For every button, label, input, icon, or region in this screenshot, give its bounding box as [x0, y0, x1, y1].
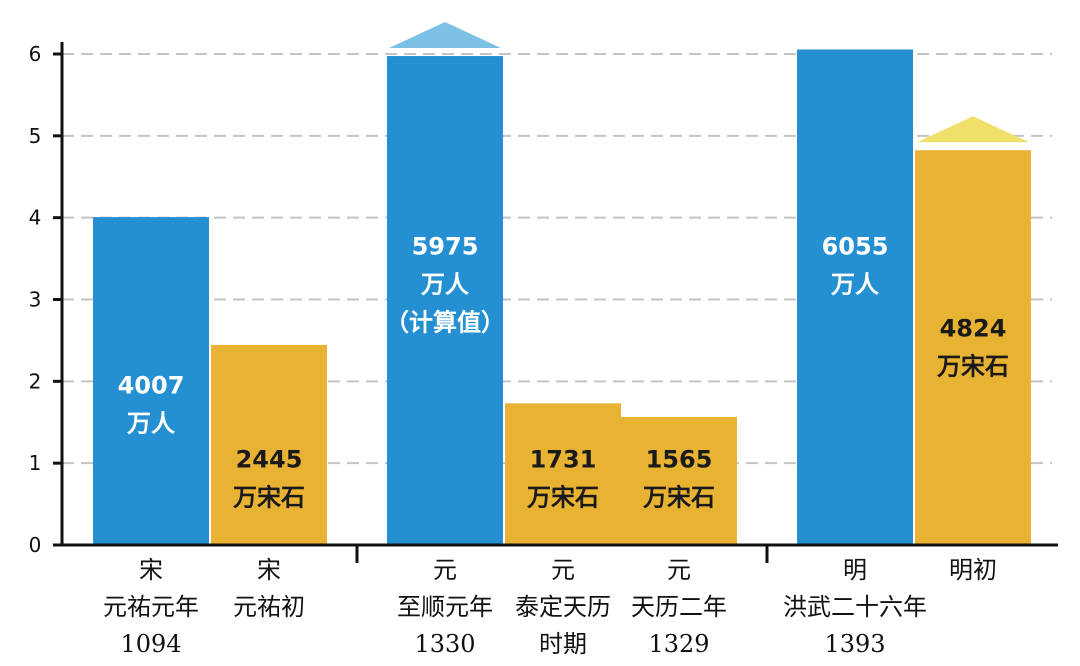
bar-value-label: 1565 [646, 445, 713, 473]
bar-grain [915, 150, 1031, 545]
bar-grain [211, 344, 327, 545]
x-category-label: 泰定天历 [515, 593, 611, 621]
y-tick-label: 0 [29, 533, 42, 557]
x-category-label: 元祐元年 [103, 593, 199, 621]
y-tick-label: 5 [29, 124, 42, 148]
x-category-label: 洪武二十六年 [783, 593, 927, 621]
y-tick-label: 3 [29, 288, 42, 312]
bar-value-label: 4007 [118, 372, 185, 400]
bar-value-label: 1731 [530, 445, 597, 473]
bar-value-label: 万宋石 [937, 352, 1009, 380]
bar-value-label: 万人 [831, 270, 879, 298]
x-category-label: 天历二年 [631, 593, 727, 621]
x-category-label: 明 [843, 556, 867, 584]
x-category-label: 元 [667, 556, 691, 584]
bar-value-label: 2445 [236, 445, 303, 473]
bar-value-label: 万人 [421, 270, 469, 298]
bar-population [387, 56, 503, 545]
x-category-label: 宋 [139, 556, 163, 584]
y-tick-label: 6 [29, 42, 42, 66]
bar-population [93, 217, 209, 546]
bar-value-label: 6055 [822, 232, 889, 260]
bar-grain [505, 403, 621, 545]
bar-value-label: 5975 [412, 232, 479, 260]
x-category-label: 1330 [414, 630, 475, 658]
bar-population [797, 49, 913, 545]
y-tick-label: 1 [29, 451, 42, 475]
bar-grain [621, 416, 737, 545]
y-tick-label: 4 [29, 206, 42, 230]
bar-value-label: 万宋石 [233, 483, 305, 511]
x-category-label: 元 [433, 556, 457, 584]
y-tick-label: 2 [29, 369, 42, 393]
bar-value-label: 4824 [940, 314, 1007, 342]
bar-value-label: 万宋石 [643, 483, 715, 511]
x-category-label: 至顺元年 [397, 593, 493, 621]
x-category-label: 明初 [949, 556, 997, 584]
bar-value-label: 万宋石 [527, 483, 599, 511]
x-category-label: 元 [551, 556, 575, 584]
bar-value-label: （计算值） [385, 308, 505, 336]
x-category-label: 元祐初 [233, 593, 305, 621]
increase-arrow-icon [389, 22, 501, 49]
x-category-label: 1329 [648, 630, 709, 658]
x-category-label: 1094 [120, 630, 181, 658]
bar-value-label: 万人 [127, 410, 175, 438]
x-category-label: 宋 [257, 556, 281, 584]
x-category-label: 1393 [824, 630, 885, 658]
x-category-label: 时期 [539, 630, 587, 658]
increase-arrow-icon [917, 116, 1029, 143]
